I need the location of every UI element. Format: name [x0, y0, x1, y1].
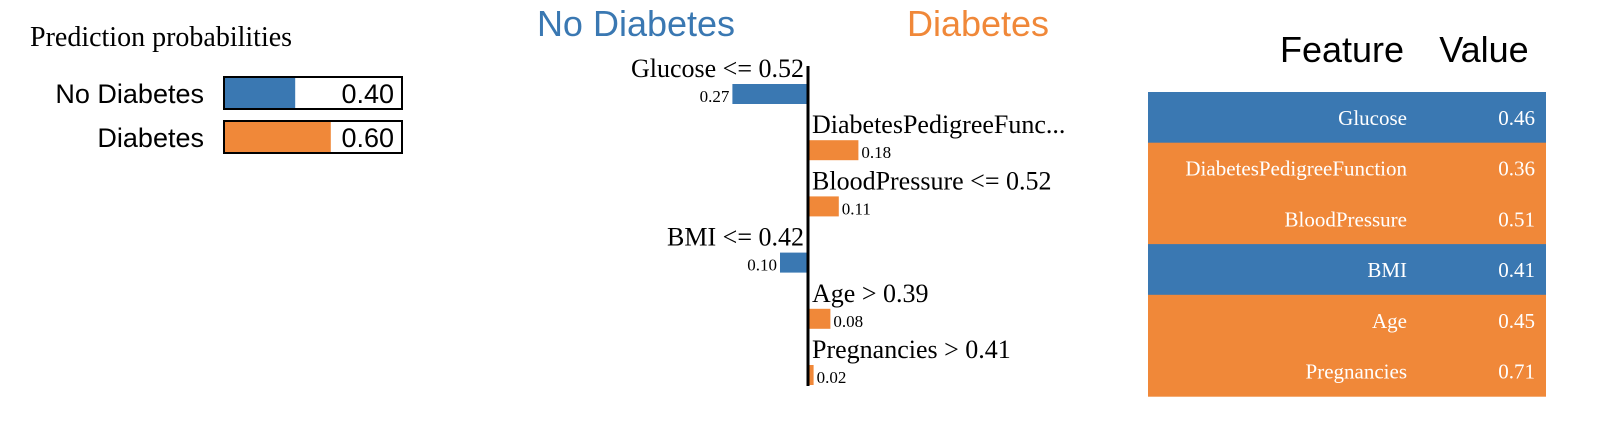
table-row [1148, 294, 1546, 346]
probabilities-title: Prediction probabilities [30, 22, 292, 53]
probability-bar [224, 77, 296, 109]
probability-value-label: 0.60 [341, 123, 394, 153]
contribution-value-label: 0.02 [817, 368, 847, 387]
table-row [1148, 193, 1546, 245]
feature-condition-label: Age > 0.39 [812, 279, 928, 308]
table-row [1148, 92, 1546, 144]
table-value-cell: 0.45 [1498, 309, 1535, 333]
probability-bar-frame [223, 120, 403, 154]
feature-condition-label: BloodPressure <= 0.52 [812, 166, 1051, 195]
feature-contribution-panel: No Diabetes Diabetes Glucose <= 0.52 0.27… [537, 3, 1065, 387]
feature-condition-label: BMI <= 0.42 [667, 223, 804, 252]
table-feature-cell: DiabetesPedigreeFunction [1185, 157, 1407, 181]
contribution-bar [808, 308, 831, 329]
contribution-value-label: 0.27 [700, 87, 730, 106]
negative-class-heading: No Diabetes [537, 3, 735, 44]
contribution-value-label: 0.11 [842, 199, 871, 218]
prediction-probabilities-panel: Prediction probabilities No Diabetes 0.40… [30, 22, 403, 154]
table-row [1148, 244, 1546, 296]
table-feature-cell: BloodPressure [1285, 207, 1408, 231]
probability-bar-frame [223, 76, 403, 110]
contribution-bar [780, 252, 808, 273]
table-feature-cell: BMI [1367, 258, 1407, 282]
table-value-cell: 0.71 [1498, 360, 1535, 384]
contribution-value-label: 0.10 [747, 256, 777, 275]
table-header-value: Value [1439, 29, 1528, 70]
feature-condition-label: Glucose <= 0.52 [631, 54, 804, 83]
contribution-bar [808, 140, 859, 161]
table-feature-cell: Pregnancies [1306, 360, 1407, 384]
probability-bar [224, 121, 331, 153]
table-header-feature: Feature [1280, 29, 1404, 70]
table-row [1148, 345, 1546, 397]
contribution-bar [808, 365, 814, 385]
table-value-cell: 0.41 [1498, 258, 1535, 282]
table-value-cell: 0.36 [1498, 157, 1535, 181]
table-value-cell: 0.46 [1498, 106, 1535, 130]
contribution-value-label: 0.08 [833, 312, 863, 331]
table-feature-cell: Glucose [1338, 106, 1407, 130]
contribution-bar [732, 84, 808, 104]
probability-class-label: Diabetes [97, 123, 204, 153]
table-feature-cell: Age [1372, 309, 1407, 333]
feature-value-table: Feature Value Glucose 0.46 DiabetesPedigre… [1148, 29, 1546, 397]
positive-class-heading: Diabetes [907, 3, 1049, 44]
feature-condition-label: Pregnancies > 0.41 [812, 335, 1011, 364]
table-value-cell: 0.51 [1498, 207, 1535, 231]
probability-value-label: 0.40 [341, 79, 394, 109]
probability-class-label: No Diabetes [55, 79, 204, 109]
feature-condition-label: DiabetesPedigreeFunc... [812, 110, 1065, 139]
contribution-bar [808, 196, 839, 217]
table-row [1148, 142, 1546, 194]
contribution-value-label: 0.18 [861, 143, 891, 162]
